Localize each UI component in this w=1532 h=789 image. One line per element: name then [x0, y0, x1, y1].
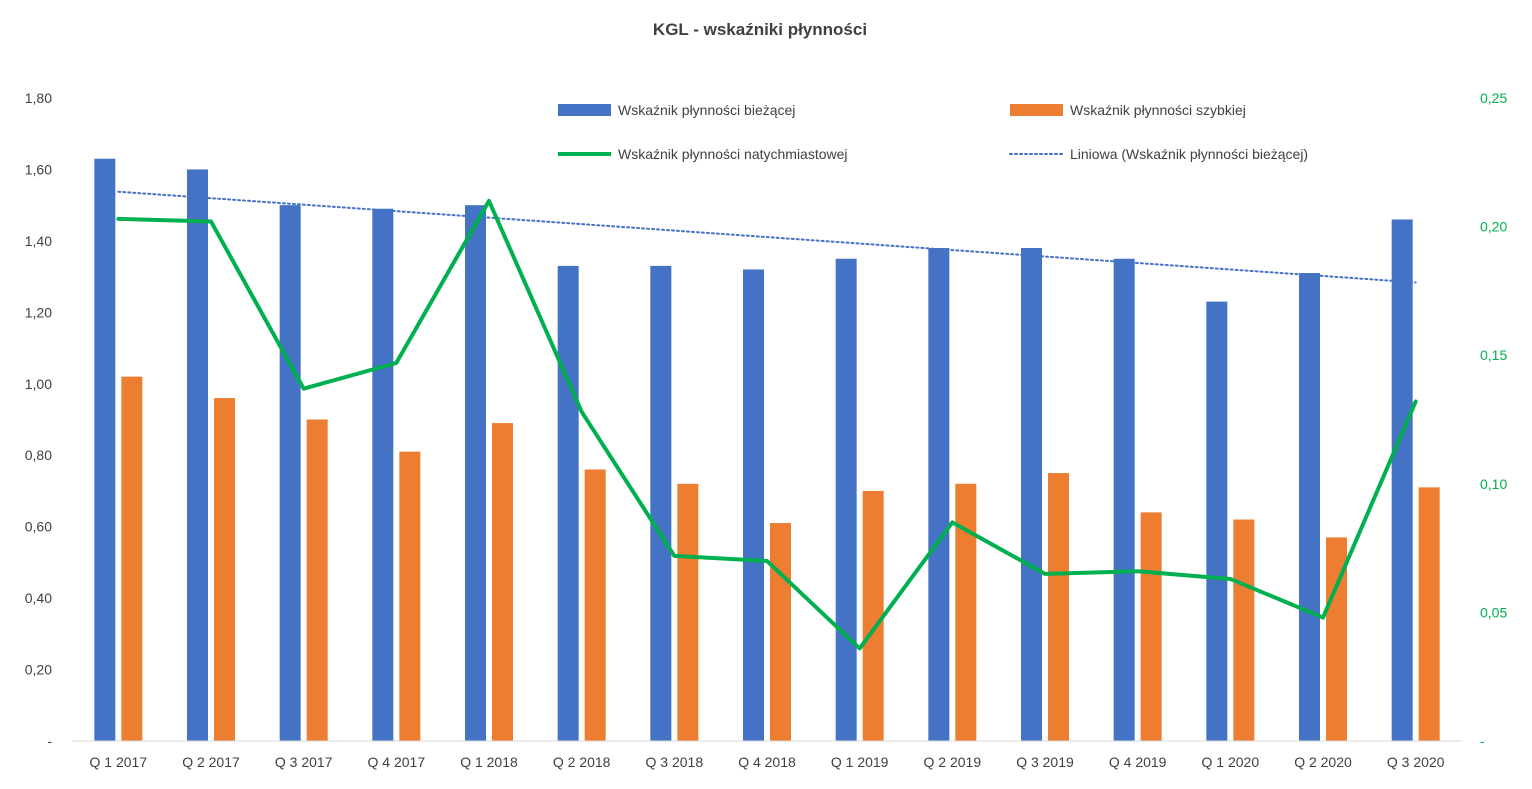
legend-label: Wskaźnik płynności bieżącej — [618, 102, 795, 118]
right-axis-ticks: - 0,05 0,10 0,15 0,20 0,25 — [1480, 90, 1507, 749]
quick-ratio-bar — [214, 398, 235, 741]
quick-ratio-bar — [121, 377, 142, 741]
quick-ratio-bar — [1233, 520, 1254, 741]
trendline-path — [118, 192, 1415, 283]
x-tick-label: Q 4 2017 — [368, 754, 426, 770]
current-ratio-bar — [1021, 248, 1042, 741]
chart-title: KGL - wskaźniki płynności — [653, 20, 867, 39]
legend: Wskaźnik płynności bieżącej Wskaźnik płyn… — [558, 102, 1308, 162]
left-tick-label: 1,00 — [25, 376, 52, 392]
current-ratio-bar — [743, 269, 764, 741]
quick-ratio-bar — [585, 470, 606, 741]
current-ratio-bar — [558, 266, 579, 741]
left-tick-label: 1,40 — [25, 233, 52, 249]
current-ratio-bar — [928, 248, 949, 741]
legend-swatch — [558, 104, 611, 116]
left-tick-label: 1,20 — [25, 304, 52, 320]
left-tick-label: 1,80 — [25, 90, 52, 106]
quick-ratio-bar — [1419, 487, 1440, 741]
x-tick-label: Q 3 2019 — [1016, 754, 1074, 770]
quick-ratio-bar — [492, 423, 513, 741]
left-tick-label: 0,80 — [25, 447, 52, 463]
x-tick-label: Q 3 2020 — [1387, 754, 1445, 770]
x-tick-label: Q 2 2018 — [553, 754, 611, 770]
legend-label: Wskaźnik płynności szybkiej — [1070, 102, 1246, 118]
current-ratio-bar — [1392, 219, 1413, 741]
left-axis-ticks: - 0,20 0,40 0,60 0,80 1,00 1,20 1,40 1,60 1,80 — [25, 90, 53, 749]
quick-ratio-bar — [1048, 473, 1069, 741]
left-tick-label: 0,40 — [25, 590, 52, 606]
quick-ratio-bar — [307, 420, 328, 742]
x-tick-label: Q 4 2018 — [738, 754, 796, 770]
left-tick-label: 0,20 — [25, 662, 52, 678]
current-ratio-bar — [280, 205, 301, 741]
quick-ratio-bar — [955, 484, 976, 741]
right-tick-label: 0,25 — [1480, 90, 1507, 106]
x-tick-label: Q 3 2017 — [275, 754, 333, 770]
x-tick-label: Q 3 2018 — [646, 754, 704, 770]
current-ratio-bar — [836, 259, 857, 741]
legend-swatch — [1010, 104, 1063, 116]
x-tick-label: Q 2 2019 — [924, 754, 982, 770]
x-tick-label: Q 1 2020 — [1202, 754, 1260, 770]
current-ratio-bar — [465, 205, 486, 741]
current-ratio-bar — [650, 266, 671, 741]
x-tick-label: Q 1 2017 — [90, 754, 148, 770]
bars — [94, 159, 1439, 741]
x-tick-label: Q 1 2018 — [460, 754, 518, 770]
current-ratio-bar — [94, 159, 115, 741]
right-tick-label: 0,20 — [1480, 219, 1507, 235]
right-tick-label: 0,10 — [1480, 476, 1507, 492]
quick-ratio-bar — [770, 523, 791, 741]
current-ratio-bar — [1206, 302, 1227, 741]
right-tick-label: 0,05 — [1480, 604, 1507, 620]
quick-ratio-bar — [863, 491, 884, 741]
x-tick-label: Q 2 2017 — [182, 754, 240, 770]
current-ratio-bar — [372, 209, 393, 741]
legend-label: Liniowa (Wskaźnik płynności bieżącej) — [1070, 146, 1308, 162]
x-tick-label: Q 1 2019 — [831, 754, 889, 770]
quick-ratio-bar — [1141, 512, 1162, 741]
x-tick-label: Q 2 2020 — [1294, 754, 1352, 770]
left-tick-label: 0,60 — [25, 519, 52, 535]
quick-ratio-bar — [677, 484, 698, 741]
x-tick-label: Q 4 2019 — [1109, 754, 1167, 770]
right-tick-label: - — [1480, 733, 1485, 749]
quick-ratio-bar — [399, 452, 420, 741]
current-ratio-bar — [1299, 273, 1320, 741]
x-axis-ticks: Q 1 2017 Q 2 2017 Q 3 2017 Q 4 2017 Q 1 2018… — [90, 754, 1445, 770]
legend-label: Wskaźnik płynności natychmiastowej — [618, 146, 848, 162]
right-tick-label: 0,15 — [1480, 347, 1507, 363]
trendline — [118, 192, 1415, 283]
current-ratio-bar — [187, 169, 208, 741]
left-tick-label: - — [47, 733, 52, 749]
current-ratio-bar — [1114, 259, 1135, 741]
left-tick-label: 1,60 — [25, 161, 52, 177]
